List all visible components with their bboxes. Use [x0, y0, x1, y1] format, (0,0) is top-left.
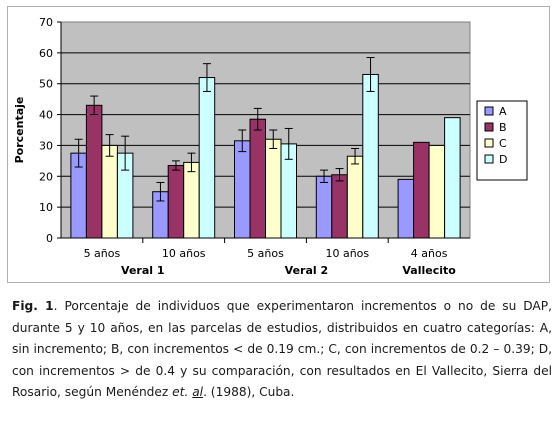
x-tick-label: 10 años: [162, 247, 206, 260]
bar: [234, 140, 251, 239]
legend-swatch: [484, 138, 494, 148]
y-tick-label: 10: [39, 201, 53, 214]
bar-chart: 0 10 20 30 40 50 60 70 Porcentaje 5 años 10 años 5 …: [13, 16, 528, 277]
legend-label: C: [499, 137, 507, 150]
x-group-label: Vallecito: [402, 264, 456, 277]
x-tick-label: 5 años: [247, 247, 284, 260]
bar: [397, 178, 415, 239]
legend-label: B: [499, 121, 507, 134]
y-tick-label: 70: [39, 16, 53, 29]
caption-text-2: . (1988), Cuba.: [203, 385, 295, 399]
figure-label: Fig. 1: [12, 299, 54, 313]
x-group-label: Veral 2: [285, 264, 328, 277]
y-tick-label: 60: [39, 47, 53, 60]
bar: [413, 141, 430, 239]
bar: [331, 174, 348, 239]
y-tick-label: 50: [39, 78, 53, 91]
bar: [198, 77, 216, 239]
y-tick-label: 0: [46, 232, 53, 245]
y-tick-label: 20: [39, 170, 53, 183]
bar: [85, 104, 103, 239]
figure-caption: Fig. 1. Porcentaje de individuos que exp…: [12, 296, 552, 404]
y-tick-label: 40: [39, 109, 53, 122]
chart-frame: 0 10 20 30 40 50 60 70 Porcentaje 5 años 10 años 5 …: [7, 6, 550, 283]
caption-et: et.: [172, 385, 189, 399]
x-tick-label: 5 años: [84, 247, 121, 260]
legend-label: D: [499, 153, 507, 166]
y-tick-label: 30: [39, 139, 53, 152]
bar: [265, 138, 282, 239]
legend-label: A: [499, 105, 507, 118]
bar: [101, 144, 118, 239]
caption-al: al: [192, 385, 204, 399]
bar: [428, 144, 446, 239]
x-group-label: Veral 1: [121, 264, 164, 277]
bar: [444, 117, 461, 239]
bar: [362, 73, 379, 239]
bar: [167, 164, 185, 239]
legend-swatch: [484, 154, 494, 164]
caption-text-1: . Porcentaje de individuos que experimen…: [12, 299, 552, 399]
y-axis-label: Porcentaje: [13, 97, 26, 164]
x-tick-label: 10 años: [325, 247, 369, 260]
bar: [249, 118, 266, 239]
legend-swatch: [484, 106, 494, 116]
bar: [315, 175, 333, 239]
legend-swatch: [484, 122, 494, 132]
bar: [183, 161, 200, 239]
x-tick-label: 4 años: [411, 247, 448, 260]
bar: [346, 155, 364, 239]
